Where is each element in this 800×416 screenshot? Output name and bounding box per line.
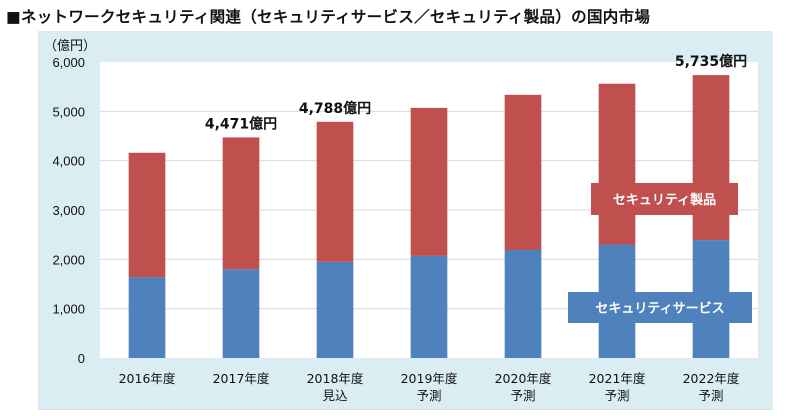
x-tick-label: 予測 — [510, 388, 535, 403]
y-tick-label: 4,000 — [52, 154, 85, 169]
bar-segment-service — [222, 269, 260, 358]
y-tick-label: 2,000 — [52, 252, 85, 267]
legend-entry: セキュリティ製品 — [591, 183, 738, 215]
x-tick-label: 2022年度 — [683, 371, 740, 386]
legend-label: セキュリティサービス — [595, 301, 724, 317]
chart-title: ■ネットワークセキュリティ関連（セキュリティサービス／セキュリティ製品）の国内市… — [6, 8, 651, 26]
x-tick-label: 予測 — [604, 388, 629, 403]
legend-entry: セキュリティサービス — [568, 292, 752, 323]
bar-segment-service — [316, 261, 354, 358]
x-tick-label: 見込 — [322, 388, 348, 403]
y-tick-label: 6,000 — [52, 55, 85, 70]
x-axis: 2016年度 2017年度 2018年度見込2019年度予測2020年度予測2021… — [119, 371, 740, 403]
legend-box — [568, 292, 752, 323]
x-tick-label: 予測 — [416, 388, 441, 403]
data-label-total: 5,735億円 — [675, 53, 747, 70]
y-axis: 0 1,000 2,000 3,000 4,000 5,000 6,000 — [52, 55, 85, 366]
y-tick-label: 5,000 — [52, 104, 85, 119]
x-tick-label: 2019年度 — [401, 371, 458, 386]
x-tick-label: 2016年度 — [119, 371, 176, 386]
legend-label: セキュリティ製品 — [613, 192, 716, 208]
data-labels: 4,471億円 4,788億円 5,735億円 — [205, 53, 747, 132]
x-tick-label: 2020年度 — [495, 371, 552, 386]
bar-segment-product — [128, 152, 166, 278]
y-tick-label: 0 — [78, 351, 85, 366]
data-label-total: 4,471億円 — [205, 115, 277, 132]
y-tick-label: 3,000 — [52, 203, 85, 218]
legend-box — [591, 183, 738, 215]
x-tick-label: 予測 — [698, 388, 723, 403]
bar-segment-product — [222, 137, 260, 270]
bars — [128, 75, 730, 358]
x-tick-label: 2018年度 — [307, 371, 364, 386]
bar-segment-service — [410, 255, 448, 358]
bar-segment-product — [316, 121, 354, 262]
x-tick-label: 2021年度 — [589, 371, 646, 386]
bar-segment-product — [504, 94, 542, 250]
y-tick-label: 1,000 — [52, 302, 85, 317]
bar-segment-product — [692, 75, 730, 241]
data-label-total: 4,788億円 — [299, 100, 371, 117]
bar-segment-service — [128, 277, 166, 358]
x-tick-label: 2017年度 — [213, 371, 270, 386]
y-axis-unit-label: （億円） — [44, 38, 96, 54]
bar-segment-service — [504, 249, 542, 358]
bar-segment-product — [410, 107, 448, 256]
bar-segment-product — [598, 83, 636, 245]
